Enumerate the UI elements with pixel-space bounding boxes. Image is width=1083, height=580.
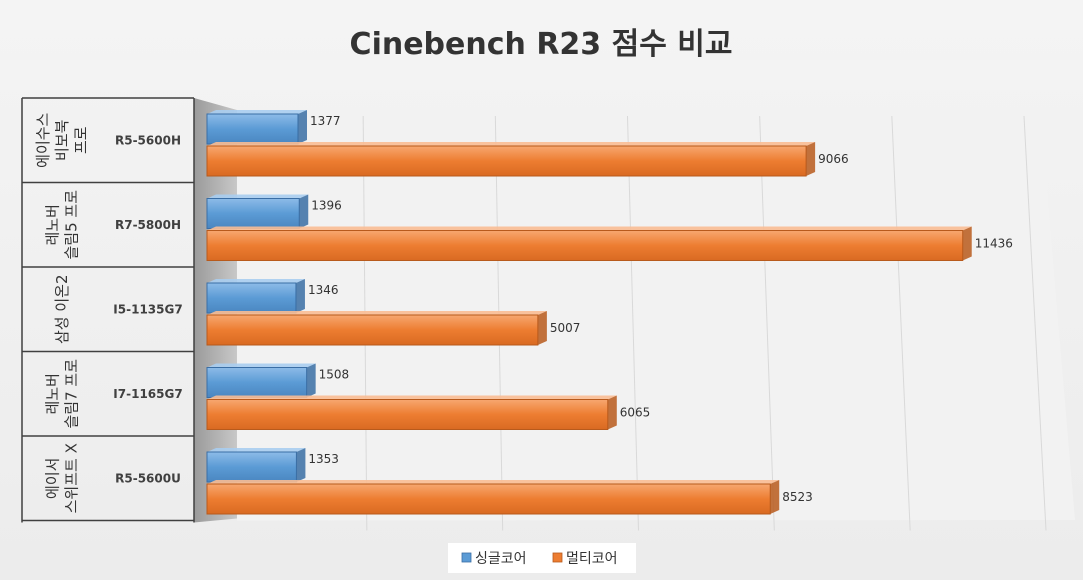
chart-title: Cinebench R23 점수 비교	[350, 27, 733, 62]
data-label-single-core: 1353	[308, 452, 339, 466]
bar-single-core	[206, 363, 316, 398]
category-model-label: I5-1135G7	[113, 302, 182, 316]
gridline	[759, 115, 775, 531]
bar-front-face	[206, 399, 609, 430]
category-model-label: R5-5600H	[115, 133, 181, 147]
bar-top-face	[207, 194, 309, 199]
category-model-label: I7-1165G7	[113, 387, 182, 401]
gridline	[627, 115, 639, 531]
bar-side-face	[770, 480, 780, 514]
bar-side-face	[297, 110, 307, 144]
bar-front-face	[206, 230, 964, 261]
category-group-label: 슬림5 프로	[63, 190, 81, 260]
legend-label: 멀티코어	[566, 551, 618, 567]
bar-side-face	[296, 448, 306, 482]
bar-front-face	[206, 145, 807, 177]
gridline	[1023, 115, 1047, 531]
bar-front-face	[206, 198, 300, 229]
bar-side-face	[607, 395, 617, 430]
bars	[206, 110, 972, 515]
bar-top-face	[207, 480, 780, 484]
bar-single-core	[206, 279, 305, 314]
category-group-label: 레노버	[44, 373, 62, 414]
bar-top-face	[207, 363, 316, 368]
data-label-single-core: 1396	[311, 199, 342, 213]
category-group-label: 비보북	[53, 120, 71, 161]
bar-multi-core	[206, 395, 617, 430]
data-label-multi-core: 9066	[818, 152, 849, 166]
bar-front-face	[206, 282, 297, 314]
legend-box	[448, 543, 636, 573]
bar-side-face	[306, 363, 316, 398]
bar-top-face	[207, 311, 547, 315]
bar-multi-core	[206, 480, 780, 515]
legend-swatch	[461, 552, 472, 563]
bar-front-face	[206, 367, 308, 398]
data-label-multi-core: 8523	[782, 490, 813, 504]
bar-multi-core	[206, 226, 972, 261]
bar-top-face	[207, 395, 617, 400]
data-label-single-core: 1346	[308, 283, 339, 297]
bar-multi-core	[206, 311, 547, 346]
bar-top-face	[207, 226, 972, 231]
category-group-label: 프로	[72, 126, 90, 154]
category-group-label: 슬림7 프로	[63, 359, 81, 429]
bar-side-face	[806, 142, 816, 176]
legend-swatch	[552, 552, 563, 563]
legend: 싱글코어 멀티코어	[448, 543, 636, 573]
bar-front-face	[206, 483, 771, 515]
data-label-multi-core: 11436	[975, 237, 1013, 251]
data-label-multi-core: 6065	[620, 406, 651, 420]
bar-single-core	[206, 110, 307, 145]
bar-side-face	[295, 279, 305, 313]
data-label-multi-core: 5007	[550, 321, 581, 335]
category-model-label: R5-5600U	[115, 471, 181, 485]
category-group-label: 에이수스	[34, 112, 52, 167]
bar-side-face	[962, 226, 972, 261]
category-group-label: 삼성 이온2	[53, 274, 71, 344]
bar-front-face	[206, 113, 299, 145]
bar-side-face	[299, 194, 309, 229]
gridline	[891, 115, 911, 531]
bar-top-face	[207, 110, 307, 114]
bar-single-core	[206, 194, 309, 229]
bar-single-core	[206, 448, 306, 483]
category-group-label: 스위프트 X	[63, 443, 81, 513]
bar-front-face	[206, 451, 297, 483]
category-group-label: 에이서	[44, 458, 62, 499]
category-model-label: R7-5800H	[115, 218, 181, 232]
bar-top-face	[207, 279, 305, 283]
bar-multi-core	[206, 142, 816, 177]
data-label-single-core: 1508	[319, 368, 350, 382]
bar-front-face	[206, 314, 539, 346]
bar-top-face	[207, 142, 816, 146]
legend-label: 싱글코어	[475, 551, 527, 567]
data-label-single-core: 1377	[310, 114, 341, 128]
bar-top-face	[207, 448, 306, 452]
data-labels: 1377 9066 1396 11436 1346 5007 1508 6065 1353 852…	[308, 114, 1013, 504]
category-group-label: 레노버	[44, 204, 62, 245]
bar-side-face	[537, 311, 547, 345]
